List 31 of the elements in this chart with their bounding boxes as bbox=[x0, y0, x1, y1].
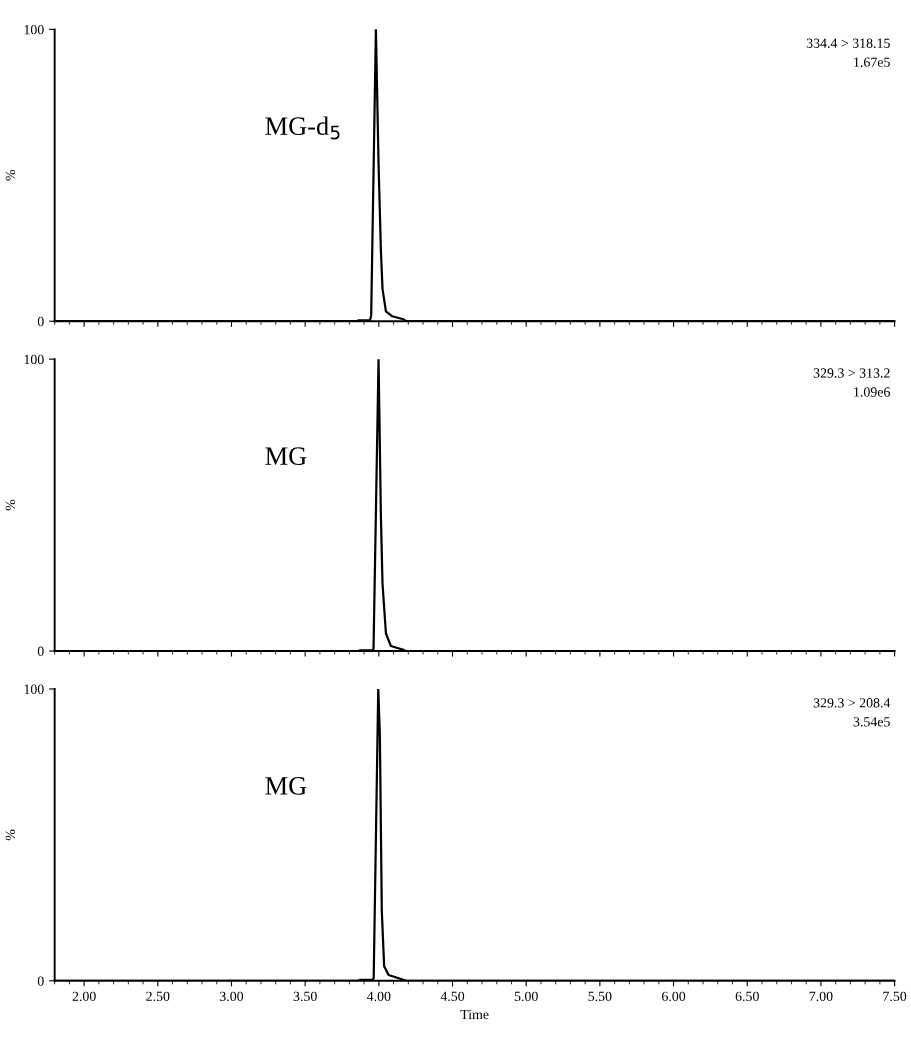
annotation: 3.54e5 bbox=[853, 717, 890, 727]
annotation: 334.4 > 318.15 bbox=[806, 38, 890, 48]
annotation: 329.3 > 313.2 bbox=[813, 368, 890, 378]
x-tick-label: 5.50 bbox=[588, 991, 612, 1002]
y-tick-label: 0 bbox=[37, 316, 44, 327]
x-tick-label: 5.00 bbox=[514, 991, 538, 1002]
x-axis-title: Time bbox=[460, 1009, 489, 1020]
x-tick-label: 2.00 bbox=[72, 991, 96, 1002]
y-axis-title: % bbox=[5, 829, 16, 841]
annotation: MG bbox=[265, 777, 307, 795]
x-tick-label: 6.50 bbox=[735, 991, 759, 1002]
x-tick-label: 7.00 bbox=[809, 991, 833, 1002]
x-tick-label: 6.00 bbox=[662, 991, 686, 1002]
x-tick-label: 4.50 bbox=[440, 991, 465, 1002]
y-tick-label: 0 bbox=[37, 976, 44, 986]
x-tick-label: 4.00 bbox=[366, 991, 391, 1002]
x-tick-label: 7.50 bbox=[883, 991, 907, 1002]
y-axis-title: % bbox=[5, 499, 16, 511]
y-tick-label: 100 bbox=[24, 24, 44, 35]
x-tick-label: 2.50 bbox=[146, 991, 170, 1002]
annotation: MG bbox=[265, 447, 307, 465]
annotation: 1.09e6 bbox=[854, 387, 890, 397]
y-tick-label: 100 bbox=[24, 684, 44, 694]
annotation: MG-d$_{5}$ bbox=[265, 116, 340, 140]
y-tick-label: 0 bbox=[37, 646, 44, 656]
y-axis-title: % bbox=[5, 169, 16, 181]
x-tick-label: 3.00 bbox=[220, 991, 244, 1002]
x-tick-label: 3.50 bbox=[293, 991, 317, 1002]
y-tick-label: 100 bbox=[24, 354, 44, 365]
annotation: 1.67e5 bbox=[854, 57, 890, 67]
annotation: 329.3 > 208.4 bbox=[813, 698, 891, 708]
